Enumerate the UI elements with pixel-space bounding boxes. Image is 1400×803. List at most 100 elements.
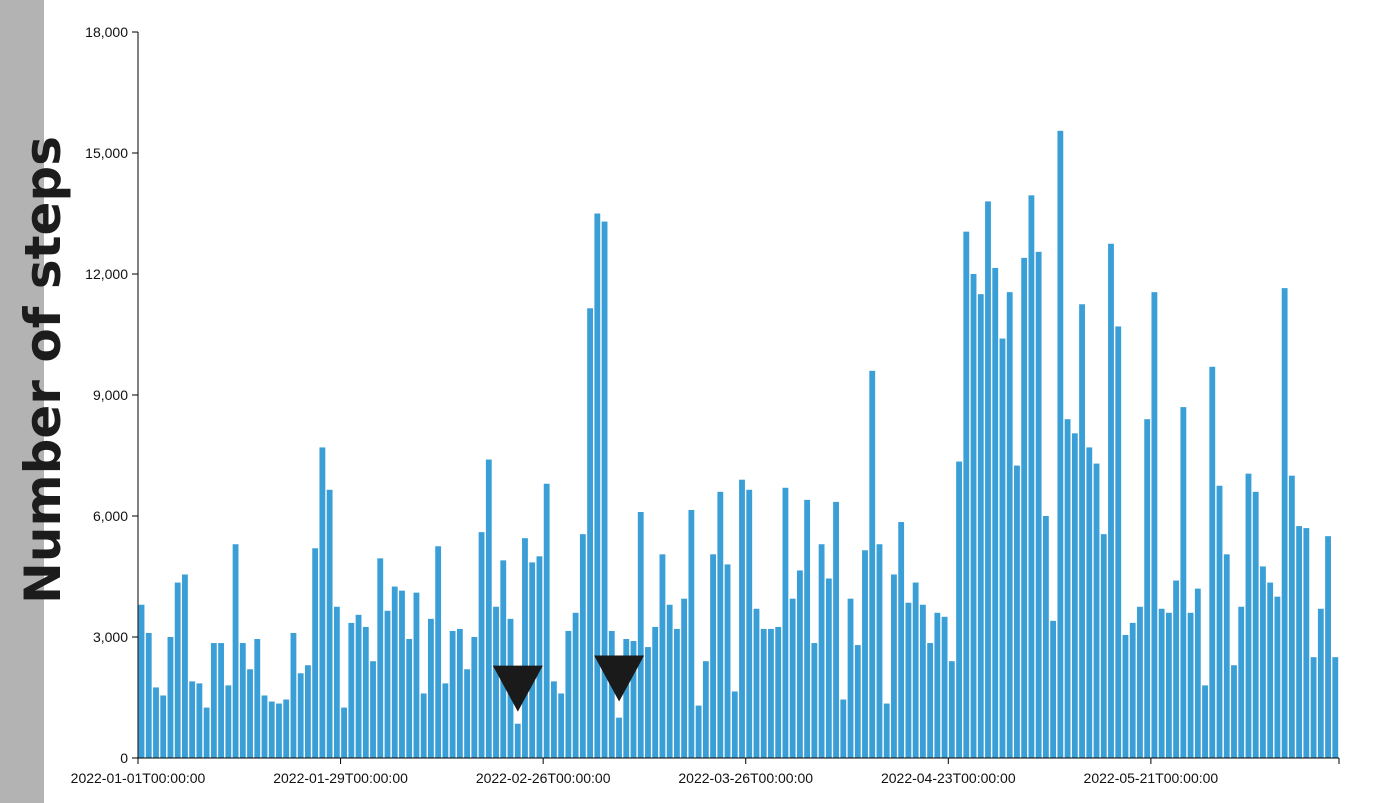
bar xyxy=(1115,326,1122,758)
bar xyxy=(833,501,839,758)
bar xyxy=(970,274,977,758)
bar xyxy=(1245,473,1252,758)
bar xyxy=(977,294,984,758)
bar xyxy=(305,665,311,758)
bar xyxy=(818,544,825,758)
bar xyxy=(391,586,398,758)
bar xyxy=(153,687,159,758)
bar xyxy=(174,582,181,758)
y-tick-label: 3,000 xyxy=(93,629,128,645)
bar xyxy=(333,606,340,758)
bar xyxy=(1216,485,1223,758)
bar xyxy=(493,606,499,758)
bar xyxy=(218,643,225,758)
bar xyxy=(681,598,688,758)
bar xyxy=(1180,407,1187,758)
bar xyxy=(312,548,319,758)
bar xyxy=(471,637,478,758)
bar xyxy=(985,201,991,758)
bar xyxy=(869,370,876,758)
bar xyxy=(847,598,854,758)
bar xyxy=(442,683,449,758)
bar xyxy=(717,491,724,758)
bar xyxy=(1064,419,1071,758)
bar xyxy=(210,643,217,758)
bar xyxy=(1260,566,1266,758)
bar xyxy=(319,447,326,758)
bar xyxy=(876,544,883,758)
bar xyxy=(1252,491,1259,758)
bar xyxy=(1050,620,1057,758)
bar xyxy=(529,562,536,758)
bar xyxy=(254,639,261,758)
bar xyxy=(579,534,586,758)
bar xyxy=(883,703,890,758)
bar xyxy=(594,213,601,758)
bar xyxy=(341,707,348,758)
bar xyxy=(196,683,203,758)
bar xyxy=(203,707,210,758)
bar xyxy=(550,681,557,758)
bar xyxy=(775,626,782,758)
bar xyxy=(1288,475,1295,758)
bar xyxy=(167,637,174,758)
bar xyxy=(963,231,970,758)
bar xyxy=(673,628,680,758)
bar xyxy=(283,699,290,758)
bar xyxy=(355,614,362,758)
bar xyxy=(1137,606,1143,758)
bar xyxy=(449,630,456,758)
bar xyxy=(1151,292,1158,758)
bar xyxy=(710,554,716,758)
bar xyxy=(435,546,442,758)
y-tick-label: 0 xyxy=(120,750,128,766)
bar xyxy=(1122,634,1129,758)
bar xyxy=(898,522,905,758)
bar xyxy=(1057,130,1064,758)
bar xyxy=(825,578,832,758)
bar xyxy=(1014,465,1020,758)
bar xyxy=(637,511,644,758)
x-tick-label: 2022-04-23T00:00:00 xyxy=(881,770,1016,786)
bar xyxy=(1035,251,1042,758)
bar xyxy=(1129,622,1136,758)
bar xyxy=(348,622,355,758)
bar xyxy=(182,574,188,758)
bar xyxy=(572,612,579,758)
bar xyxy=(1093,463,1100,758)
bar xyxy=(912,582,919,758)
bar xyxy=(1173,580,1180,758)
bar xyxy=(413,592,420,758)
bar xyxy=(688,509,695,758)
bar xyxy=(326,489,333,758)
bar xyxy=(760,628,767,758)
bar xyxy=(1079,304,1085,758)
bar xyxy=(536,556,543,758)
bar xyxy=(659,554,666,758)
bar xyxy=(160,695,167,758)
y-tick-label: 15,000 xyxy=(85,145,128,161)
bar xyxy=(1202,685,1208,758)
bar xyxy=(290,632,297,758)
bar xyxy=(1317,608,1324,758)
bar xyxy=(601,221,608,758)
bar xyxy=(1194,588,1201,758)
annotation-markers xyxy=(492,655,645,712)
bar xyxy=(1281,288,1288,758)
bar xyxy=(428,618,434,758)
bar xyxy=(1296,526,1303,758)
bar xyxy=(652,626,659,758)
x-tick-label: 2022-02-26T00:00:00 xyxy=(476,770,611,786)
down-triangle-marker xyxy=(594,655,645,702)
y-tick-label: 18,000 xyxy=(85,24,128,40)
bar xyxy=(891,574,897,758)
bar xyxy=(999,338,1006,758)
bar xyxy=(464,669,470,758)
bar xyxy=(1310,657,1317,758)
x-axis: 2022-01-01T00:00:00 2022-01-29T00:00:00 20… xyxy=(71,757,1340,786)
y-tick-label: 9,000 xyxy=(93,387,128,403)
bar xyxy=(623,639,630,758)
y-tick-label: 6,000 xyxy=(93,508,128,524)
bar xyxy=(384,610,391,758)
